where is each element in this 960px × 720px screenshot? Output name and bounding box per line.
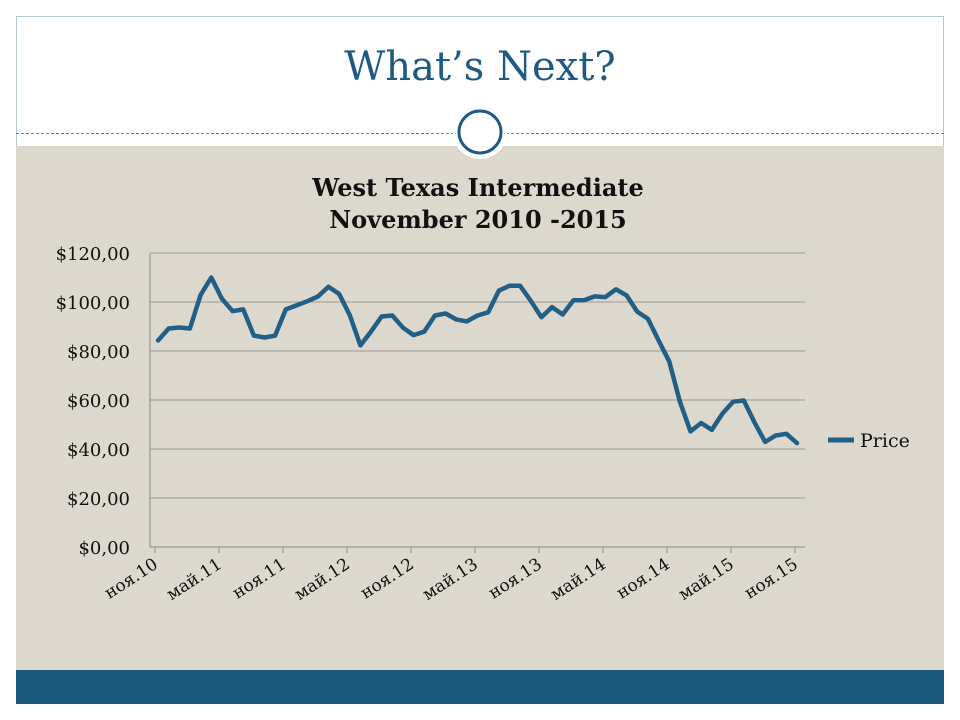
content-area: [16, 146, 944, 670]
slide-title: What’s Next?: [344, 44, 616, 90]
legend-label: Price: [860, 430, 910, 452]
x-tick-label: ноя.13: [485, 554, 546, 603]
x-tick-label: май.14: [547, 554, 610, 604]
x-tick-label: май.15: [675, 554, 738, 604]
y-tick-label: $0,00: [78, 538, 130, 559]
y-tick-label: $20,00: [67, 489, 130, 510]
y-tick-label: $60,00: [67, 391, 130, 412]
chart-title-line-1: West Texas Intermediate: [311, 173, 643, 202]
x-tick-label: май.13: [419, 554, 482, 604]
footer-bar: [16, 670, 944, 704]
x-tick-label: ноя.10: [101, 554, 162, 603]
chart-title-line-2: November 2010 -2015: [329, 205, 627, 234]
x-tick-label: ноя.12: [357, 554, 418, 603]
circle-ornament-icon: [453, 105, 507, 159]
y-tick-label: $40,00: [67, 440, 130, 461]
x-tick-label: ноя.15: [741, 554, 802, 603]
x-tick-label: ноя.14: [613, 554, 674, 603]
y-tick-label: $100,00: [56, 293, 130, 314]
y-tick-label: $80,00: [67, 342, 130, 363]
y-tick-label: $120,00: [56, 244, 130, 265]
x-tick-label: ноя.11: [229, 554, 290, 603]
x-tick-label: май.12: [291, 554, 354, 604]
x-tick-label: май.11: [163, 554, 226, 604]
